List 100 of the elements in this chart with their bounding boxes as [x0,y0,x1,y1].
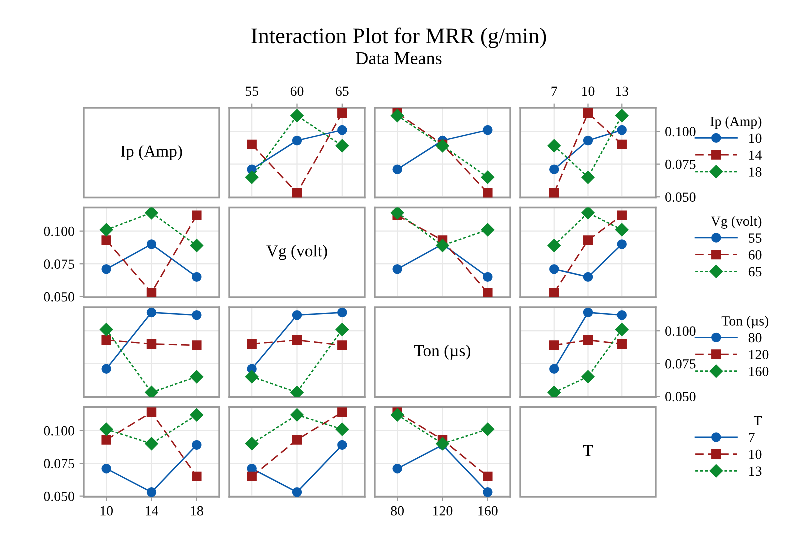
point [616,323,629,336]
point [392,464,402,474]
point [481,422,495,436]
x-tick-label: 18 [191,506,204,516]
legend-label: 7 [749,433,755,442]
point [292,136,302,146]
x-tick-label: 60 [290,86,304,96]
y-tick-label: 0.050 [44,492,74,502]
legend-label: 18 [750,167,762,177]
legend-title: T [754,416,762,426]
legend-label: 120 [750,350,769,360]
point [583,108,594,118]
point [192,272,202,282]
point [102,236,112,246]
point [290,386,304,398]
point [146,339,157,350]
point [392,164,402,174]
legend-label: 60 [748,250,762,260]
x-tick-label: 65 [336,86,349,96]
point [436,239,450,252]
legend-label: 14 [750,150,762,160]
point [483,288,493,298]
legend-label: 65 [748,267,762,277]
x-tick-label: 120 [434,506,453,516]
legend-label: 13 [750,466,762,476]
point [582,170,595,184]
point [583,272,594,282]
point [100,323,114,336]
point [338,125,348,136]
point [483,488,493,497]
point [436,437,450,451]
point [392,264,402,274]
point [145,208,158,220]
point [192,310,202,320]
point [245,437,259,451]
legend-label: 80 [748,333,762,343]
point [145,386,158,398]
point [146,288,157,298]
y-tick-label: 0.075 [666,160,696,170]
point [102,335,112,346]
y-tick-label: 0.075 [44,459,74,469]
point [102,364,112,374]
point [146,308,157,318]
point [146,408,157,418]
point [617,310,627,320]
point [102,264,112,274]
y-tick-label: 0.100 [44,226,74,236]
point [390,408,404,422]
x-tick-label: 160 [478,506,498,516]
text: Interaction Plot for MRR (g/min) [252,28,546,48]
x-tick-label: 10 [100,506,113,516]
point [583,308,594,318]
point [436,139,450,153]
point [100,422,114,436]
point [481,223,495,237]
text: Data Means [356,52,442,65]
y-tick-label: 0.100 [666,127,696,137]
point [483,188,493,198]
y-tick-label: 0.050 [666,192,696,202]
point [336,422,350,436]
point [100,223,114,237]
point [617,140,627,150]
point [583,236,594,246]
point [338,408,348,418]
point [550,188,560,198]
point [481,170,495,184]
point [550,164,560,174]
point [617,210,627,220]
point [338,440,348,450]
point [290,408,304,422]
legend-label: 160 [750,366,769,376]
point [247,472,257,482]
point [292,188,302,198]
x-tick-label: 14 [146,506,158,516]
point [292,488,302,497]
point [192,210,202,220]
point [390,109,404,122]
point [292,435,302,445]
point [102,435,112,445]
point [582,370,595,384]
point [582,208,595,220]
legend-label: 10 [750,450,762,460]
point [483,472,493,482]
point [338,340,348,350]
x-tick-label: 13 [616,86,629,96]
point [190,370,204,384]
text: Vg (volt) [266,245,328,260]
point [192,440,202,450]
point [190,408,204,422]
point [617,240,627,250]
point [583,136,594,146]
y-tick-label: 0.050 [44,292,74,302]
legend-label: 55 [749,234,762,243]
y-tick-label: 0.050 [666,392,696,402]
point [617,339,627,350]
legend-title: Vg (volt) [711,216,762,229]
text: Ip (Amp) [121,145,182,160]
point [192,340,202,350]
y-tick-label: 0.100 [666,326,696,336]
point [583,335,594,346]
